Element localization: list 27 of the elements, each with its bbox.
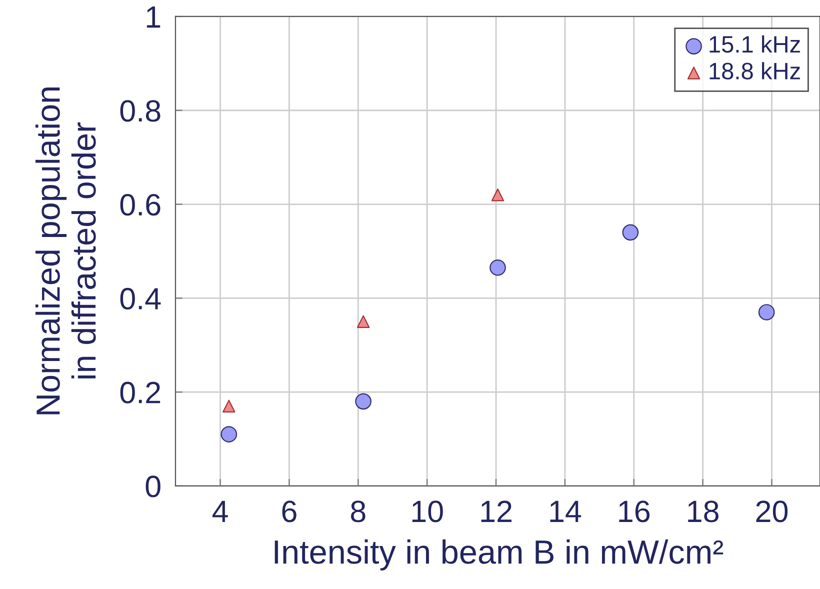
y-axis-title: Normalized population in diffracted order xyxy=(35,88,96,414)
x-tick-label: 12 xyxy=(481,500,512,522)
x-tick-label: 14 xyxy=(550,500,582,522)
legend-label: 15.1 kHz xyxy=(710,35,800,53)
y-tick-label: 0 xyxy=(146,476,160,498)
y-tick-label: 1 xyxy=(146,6,160,28)
x-tick-label: 6 xyxy=(282,500,296,522)
point xyxy=(622,224,639,241)
legend-label: 18.8 kHz xyxy=(710,62,800,80)
point xyxy=(356,315,370,328)
x-tick-label: 4 xyxy=(212,500,228,522)
y-tick-label: 0.2 xyxy=(120,382,160,404)
y-tick-label: 0.8 xyxy=(120,100,160,122)
y-tick-label: 0.6 xyxy=(120,194,160,216)
point xyxy=(758,304,775,320)
x-tick-label: 16 xyxy=(619,500,650,522)
point xyxy=(355,393,372,410)
point xyxy=(222,400,236,412)
x-tick-label: 20 xyxy=(756,500,788,522)
x-axis-title: Intensity in beam B in mW/cm² xyxy=(274,539,724,570)
x-tick-label: 18 xyxy=(688,500,718,522)
x-tick-label: 10 xyxy=(412,500,443,522)
y-tick-label: 0.4 xyxy=(120,288,161,310)
point xyxy=(220,426,238,442)
x-tick-label: 8 xyxy=(350,500,366,522)
point xyxy=(491,188,504,202)
point xyxy=(490,259,506,276)
